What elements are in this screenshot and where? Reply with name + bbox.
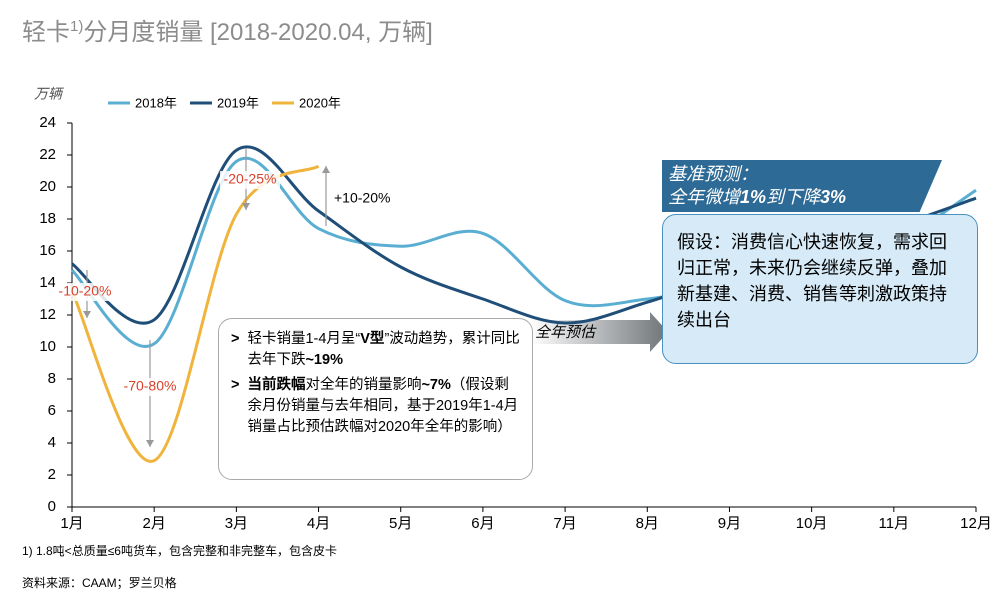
text-run: 对全年的销量影响 (305, 377, 422, 393)
y-tick-label: 20 (39, 178, 56, 195)
x-tick-label: 11月 (879, 515, 910, 532)
assumption-box: 假设：消费信心快速恢复，需求回归正常，未来仍会继续反弹，叠加新基建、消费、销售等… (662, 214, 978, 364)
text-run: ~7% (421, 377, 451, 393)
y-tick-label: 16 (39, 242, 56, 259)
y-tick-label: 8 (48, 370, 56, 387)
y-tick-label: 4 (48, 434, 56, 451)
arrow-head (242, 203, 250, 210)
y-tick-label: 24 (39, 114, 56, 131)
x-tick-label: 8月 (636, 515, 659, 532)
bullet: > 当前跌幅对全年的销量影响~7%（假设剩余月份销量与去年相同，基于2019年1-… (231, 375, 520, 438)
x-tick-label: 5月 (389, 515, 412, 532)
y-tick-label: 18 (39, 210, 56, 227)
arrow-head (83, 311, 91, 318)
text-run: ”波动趋势，累计同比去年下跌 (247, 331, 520, 368)
source: 资料来源：CAAM；罗兰贝格 (22, 576, 177, 590)
annotation: -20-25% (224, 171, 277, 187)
x-tick-label: 1月 (60, 515, 83, 532)
x-tick-label: 7月 (553, 515, 576, 532)
y-tick-label: 2 (48, 466, 56, 483)
bullet-marker: > (231, 377, 240, 393)
label-bg (220, 171, 280, 189)
y-tick-label: 10 (39, 338, 56, 355)
y-tick-label: 12 (39, 306, 56, 323)
baseline-text: 全年微增1%到下降3% (668, 187, 847, 207)
baseline-box: 基准预测： 全年微增1%到下降3% (662, 160, 942, 212)
footnote: 1) 1.8吨<总质量≤6吨货车，包含完整和非完整车，包含皮卡 (22, 544, 337, 558)
x-tick-label: 9月 (718, 515, 741, 532)
forecast-label: 全年预估 (535, 324, 597, 341)
legend-label: 2020年 (299, 95, 341, 110)
chart-title: 轻卡1)分月度销量 [2018-2020.04, 万辆] (22, 18, 433, 46)
text-run: V型 (360, 331, 385, 347)
x-tick-label: 10月 (796, 515, 828, 532)
x-tick-label: 12月 (960, 515, 992, 532)
arrow-head (146, 440, 154, 447)
bullet-text: 轻卡销量1-4月呈“V型”波动趋势，累计同比去年下跌~19% (247, 329, 520, 371)
bullet: > 轻卡销量1-4月呈“V型”波动趋势，累计同比去年下跌~19% (231, 329, 520, 371)
y-tick-label: 6 (48, 402, 56, 419)
label-bg (120, 378, 180, 396)
text-run: 轻卡销量1-4月呈“ (247, 331, 361, 347)
arrow-head (322, 166, 330, 173)
legend-label: 2019年 (217, 95, 259, 110)
y-unit: 万辆 (34, 86, 65, 102)
y-tick-label: 14 (39, 274, 56, 291)
bullet-marker: > (231, 331, 240, 347)
annotation: -10-20% (59, 283, 112, 299)
annotation: -70-80% (124, 378, 177, 394)
text-run: ~19% (305, 352, 343, 368)
x-tick-label: 4月 (307, 515, 330, 532)
x-tick-label: 3月 (225, 515, 248, 532)
annotation: +10-20% (334, 190, 390, 206)
text-run: 当前跌幅 (247, 377, 306, 393)
text-run: （假设剩余月份销量与去年相同，基于2019年1-4月销量占比预估跌幅对2020年… (247, 377, 519, 435)
legend-label: 2018年 (135, 95, 177, 110)
y-tick-label: 0 (48, 498, 56, 515)
x-tick-label: 2月 (143, 515, 166, 532)
baseline-title: 基准预测： (668, 164, 758, 184)
label-bg (55, 283, 115, 301)
x-tick-label: 6月 (471, 515, 494, 532)
y-tick-label: 22 (39, 146, 56, 163)
bullet-text: 当前跌幅对全年的销量影响~7%（假设剩余月份销量与去年相同，基于2019年1-4… (247, 375, 520, 438)
summary-box: > 轻卡销量1-4月呈“V型”波动趋势，累计同比去年下跌~19% > 当前跌幅对全年的… (218, 318, 533, 480)
